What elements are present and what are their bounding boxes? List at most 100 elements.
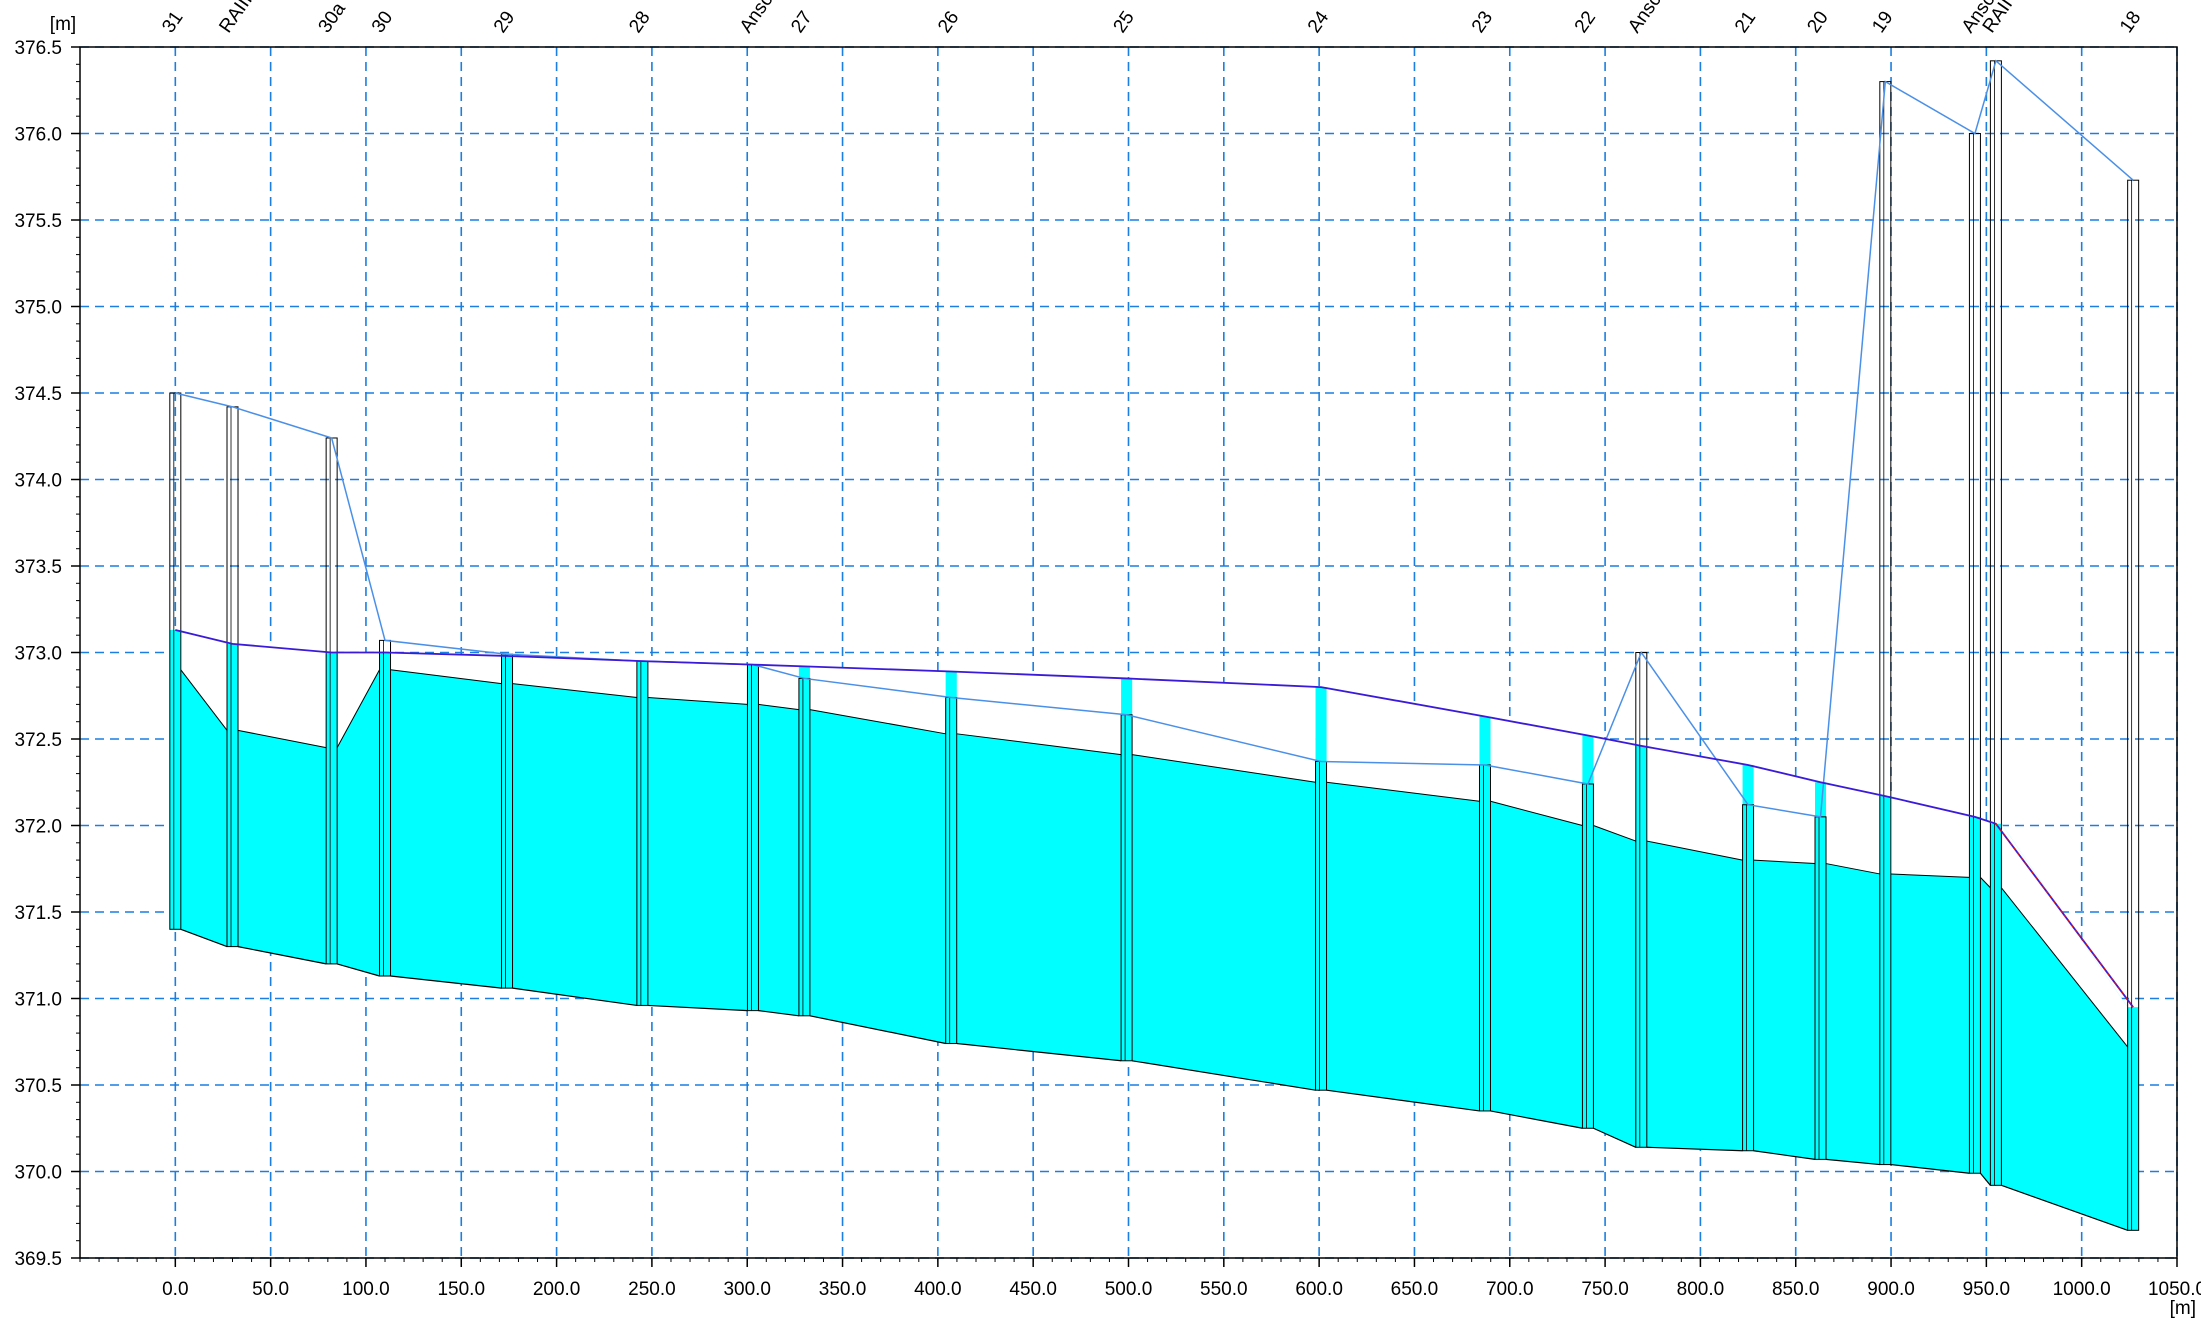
x-tick-label: 700.0 [1486,1279,1534,1300]
water-segment [956,671,1122,1061]
pipe-crown-line [758,703,799,711]
y-tick-label: 371.0 [14,990,62,1011]
pipe-invert-line [1890,1163,1970,1174]
water-segment [1826,782,1880,1165]
shaft-water [379,652,391,977]
pipe-crown-gap [1490,716,1583,826]
pipe-crown-gap [390,652,502,684]
shaft-water [747,664,759,1011]
y-tick-label: 373.5 [14,557,62,578]
node-label: 30 [368,8,397,37]
pipe-crown-line [2001,887,2129,1048]
shaft-water [798,666,810,1016]
x-tick-label: 750.0 [1581,1279,1629,1300]
node-label: 31 [158,8,187,37]
pipe-invert-line [1753,1150,1816,1160]
y-tick-label: 372.0 [14,817,62,838]
pipe-invert-line [336,963,380,977]
pipe-invert-line [180,928,228,948]
x-tick-label: 250.0 [628,1279,676,1300]
pipe-invert-line [956,1042,1122,1062]
x-tick-label: 550.0 [1200,1279,1248,1300]
shaft-water [326,652,338,964]
pipe-crown-line [1890,873,1970,878]
x-tick-label: 850.0 [1772,1279,1820,1300]
x-tick-label: 0.0 [162,1279,188,1300]
y-tick-label: 370.0 [14,1163,62,1184]
node-label: 27 [787,8,816,37]
y-tick-label: 370.5 [14,1076,62,1097]
pipe-sections [169,60,2140,1231]
pipe-invert-line [1326,1089,1480,1112]
pipe-invert-line [647,1004,748,1012]
shaft-water [1879,796,1891,1165]
pipe-crown-gap [180,630,228,731]
shaft-water [1479,716,1491,1111]
water-level-line [175,629,2134,1008]
shaft-water [2127,1007,2139,1231]
x-tick-label: 100.0 [342,1279,390,1300]
y-tick-label: 374.0 [14,471,62,492]
node-label: 21 [1731,8,1760,37]
shaft-water [501,655,513,989]
pipe-invert-line [1646,1146,1743,1152]
node-label: 26 [934,8,963,37]
pipe-crown-line [237,729,327,749]
node-label: 19 [1868,8,1897,37]
pipe-crown-gap [1753,764,1816,864]
shaft-water [1742,764,1754,1151]
pipe-invert-line [1131,1060,1316,1091]
x-tick-label: 500.0 [1105,1279,1153,1300]
pipe-crown-line [336,669,380,748]
pipe-crown-line [512,683,637,698]
x-tick-label: 1050.0 [2148,1279,2201,1300]
water-segment [758,664,799,1016]
pipe-crown-gap [758,664,799,710]
x-tick-label: 400.0 [914,1279,962,1300]
y-tick-label: 376.0 [14,125,62,146]
shaft-water [636,661,648,1006]
shaft-water [1121,678,1133,1061]
pipe-crown-line [1490,800,1583,826]
node-label: RAIII [215,0,256,37]
pipe-crown-gap [1890,796,1970,878]
x-tick-label: 1000.0 [2053,1279,2111,1300]
shaft-water [227,643,239,947]
y-tick-label: 373.0 [14,644,62,665]
pipe-invert-line [758,1010,799,1017]
pipe-crown-line [1593,825,1636,842]
pipe-invert-line [1490,1110,1583,1129]
node-label: Ansc [736,0,777,37]
x-tick-label: 900.0 [1867,1279,1915,1300]
profile-lines [175,59,2134,1008]
pipe-invert-line [1593,1127,1637,1148]
node-labels: 31 RAIII 30a 30 29 28 Ansc 27 26 25 24 23 22 Ansc 21 20… [158,0,2145,37]
shaft-water [1990,823,2002,1186]
water-segment [1593,735,1636,1148]
pipe-crown-gap [1326,687,1480,802]
shaft-water [1582,735,1594,1129]
pipe-crown-gap [1646,745,1743,861]
y-tick-label: 369.5 [14,1249,62,1270]
node-label: 25 [1109,8,1138,37]
x-tick-label: 350.0 [819,1279,867,1300]
pipe-crown-line [1980,877,1991,889]
y-tick-label: 374.5 [14,384,62,405]
pipe-invert-line [237,946,327,965]
node-label: 22 [1571,8,1600,37]
node-label: 30a [315,0,351,37]
pipe-invert-line [1825,1158,1880,1166]
shaft-water [1815,782,1827,1160]
y-tick-label: 375.5 [14,211,62,232]
x-tick-label: 50.0 [252,1279,289,1300]
node-label: 29 [490,8,519,37]
shaft-water [945,671,957,1044]
y-axis-unit-label: [m] [50,14,76,35]
y-tick-label: 371.5 [14,903,62,924]
water-segment [809,666,946,1044]
x-axis-unit-label: [m] [2170,1298,2196,1318]
node-label: Ansc [1624,0,1665,37]
axes: [m] [m] 0.0 50.0 100.0 150.0 200.0 250.0 300.0… [14,14,2201,1318]
pipe-invert-line [809,1015,946,1045]
water-segment [390,652,502,989]
